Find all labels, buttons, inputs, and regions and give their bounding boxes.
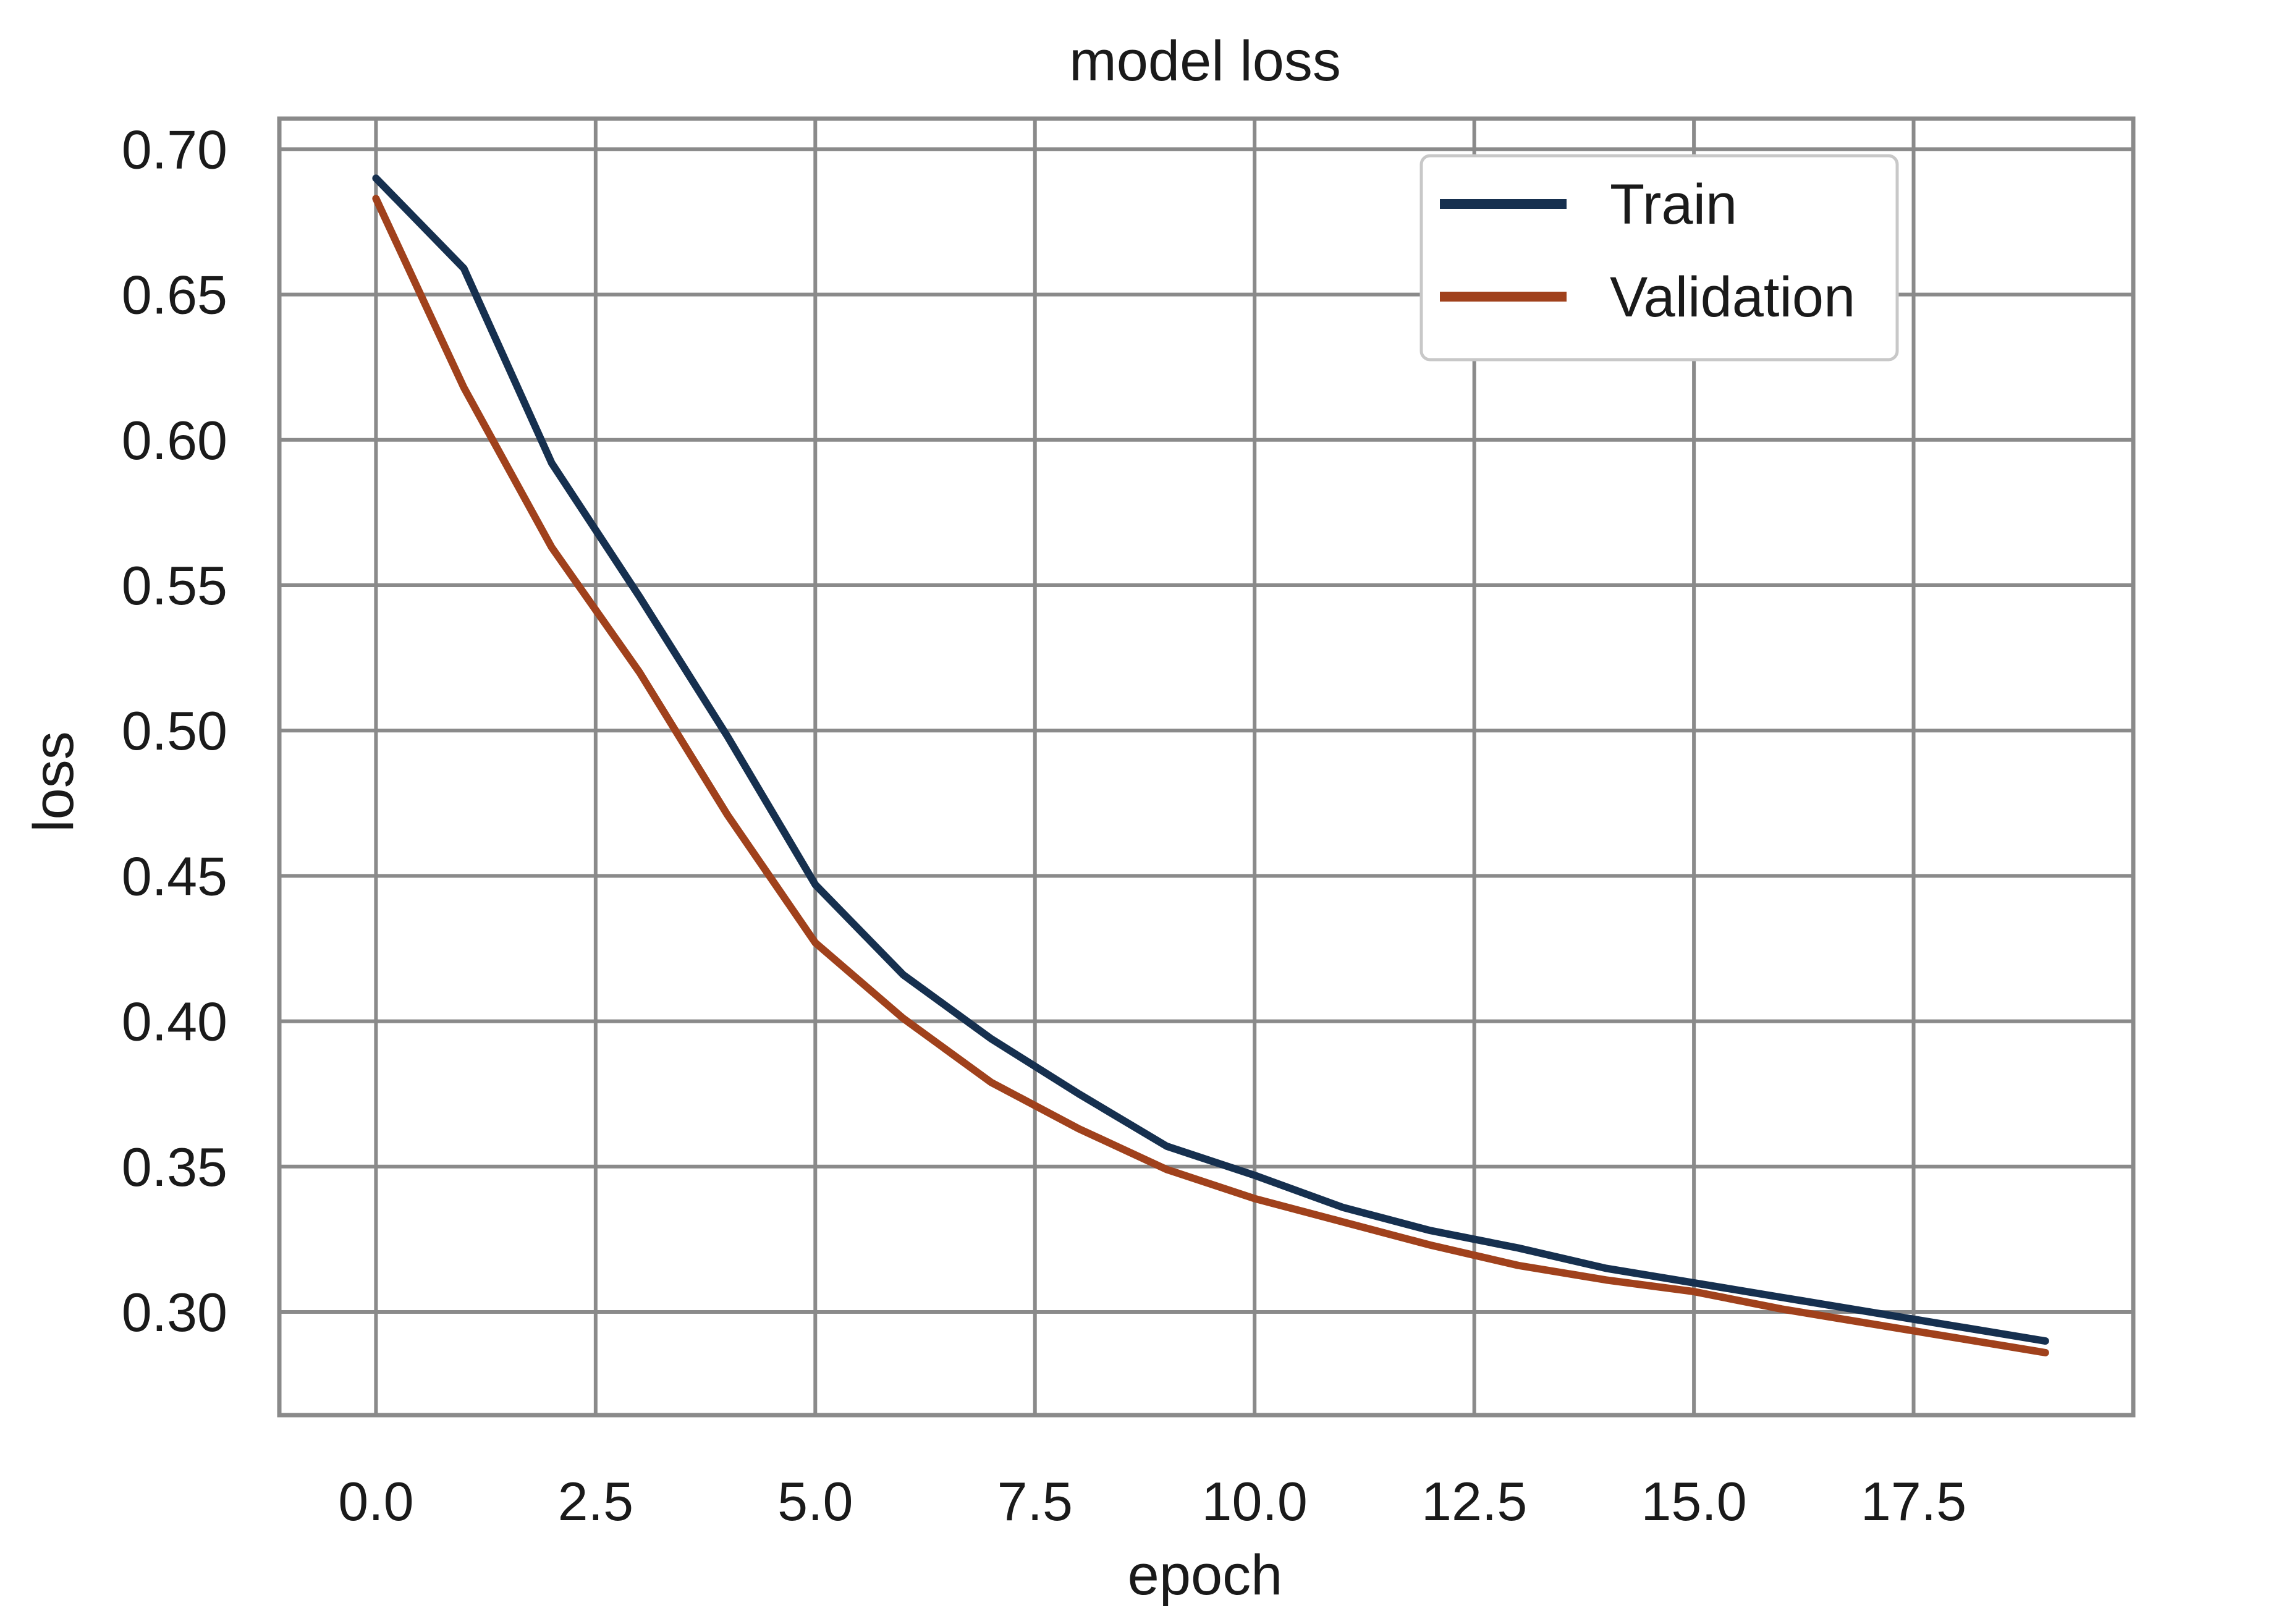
y-tick-label: 0.35 bbox=[122, 1136, 227, 1198]
x-tick-label: 7.5 bbox=[997, 1471, 1073, 1532]
x-tick-label: 2.5 bbox=[558, 1471, 633, 1532]
data-point-train bbox=[1341, 1206, 1344, 1209]
data-point-validation bbox=[462, 386, 465, 389]
data-point-validation bbox=[1077, 1127, 1080, 1130]
x-tick-label: 12.5 bbox=[1421, 1471, 1527, 1532]
data-point-validation bbox=[1693, 1290, 1696, 1293]
plot-frame bbox=[277, 116, 2136, 1418]
data-point-validation bbox=[726, 813, 729, 816]
data-point-train bbox=[1956, 1325, 1959, 1328]
x-tick-label: 17.5 bbox=[1861, 1471, 1966, 1532]
data-point-train bbox=[726, 735, 729, 738]
data-point-train bbox=[989, 1037, 992, 1040]
y-tick-label: 0.30 bbox=[122, 1282, 227, 1343]
data-point-train bbox=[462, 267, 465, 270]
data-point-train bbox=[2044, 1340, 2047, 1343]
y-tick-label: 0.45 bbox=[122, 845, 227, 907]
y-tick-label: 0.65 bbox=[122, 264, 227, 326]
data-point-validation bbox=[1868, 1322, 1871, 1325]
chart-title: model loss bbox=[1069, 30, 1341, 93]
legend-label-train: Train bbox=[1610, 173, 1737, 236]
data-point-train bbox=[1693, 1281, 1696, 1284]
data-point-validation bbox=[1780, 1308, 1783, 1311]
data-point-validation bbox=[902, 1017, 905, 1020]
data-point-train bbox=[638, 595, 641, 598]
data-point-validation bbox=[1517, 1264, 1520, 1267]
x-tick-label: 0.0 bbox=[338, 1471, 413, 1532]
data-point-validation bbox=[2044, 1351, 2047, 1354]
data-point-validation bbox=[1956, 1337, 1959, 1340]
series-lines bbox=[372, 174, 2049, 1356]
data-point-train bbox=[1077, 1093, 1080, 1096]
x-tick-label: 5.0 bbox=[777, 1471, 853, 1532]
data-point-validation bbox=[1429, 1243, 1432, 1246]
y-tick-label: 0.40 bbox=[122, 991, 227, 1052]
data-point-validation bbox=[550, 546, 553, 549]
legend-label-validation: Validation bbox=[1610, 266, 1855, 329]
y-tick-label: 0.60 bbox=[122, 410, 227, 471]
data-point-validation bbox=[989, 1081, 992, 1084]
data-point-validation bbox=[1341, 1220, 1344, 1224]
data-point-train bbox=[1780, 1296, 1783, 1299]
data-point-train bbox=[1253, 1174, 1256, 1177]
series-line-train bbox=[372, 174, 2049, 1345]
data-point-validation bbox=[374, 197, 378, 200]
data-point-validation bbox=[638, 671, 641, 674]
data-point-train bbox=[550, 462, 553, 465]
tick-labels: 0.0 2.5 5.0 7.5 10.0 12.5 15.0 17.5 0.30 0.35 0.40… bbox=[122, 119, 1966, 1532]
y-tick-label: 0.55 bbox=[122, 555, 227, 616]
x-tick-label: 15.0 bbox=[1641, 1471, 1746, 1532]
data-point-train bbox=[374, 177, 378, 180]
series-line-validation bbox=[372, 195, 2049, 1356]
legend: Train Validation bbox=[1419, 154, 1899, 362]
data-point-validation bbox=[814, 941, 817, 944]
data-point-train bbox=[814, 883, 817, 886]
data-point-validation bbox=[1253, 1197, 1256, 1200]
data-point-validation bbox=[1604, 1279, 1607, 1282]
y-tick-label: 0.50 bbox=[122, 700, 227, 761]
data-point-train bbox=[1165, 1144, 1169, 1148]
data-point-train bbox=[1517, 1246, 1520, 1250]
data-point-train bbox=[1429, 1229, 1432, 1232]
data-point-train bbox=[1868, 1311, 1871, 1314]
y-tick-label: 0.70 bbox=[122, 119, 227, 180]
x-tick-label: 10.0 bbox=[1202, 1471, 1308, 1532]
data-point-validation bbox=[1165, 1168, 1169, 1171]
data-point-train bbox=[902, 973, 905, 976]
y-axis-label: loss bbox=[22, 731, 85, 832]
x-axis-label: epoch bbox=[1128, 1544, 1283, 1607]
data-point-train bbox=[1604, 1267, 1607, 1270]
